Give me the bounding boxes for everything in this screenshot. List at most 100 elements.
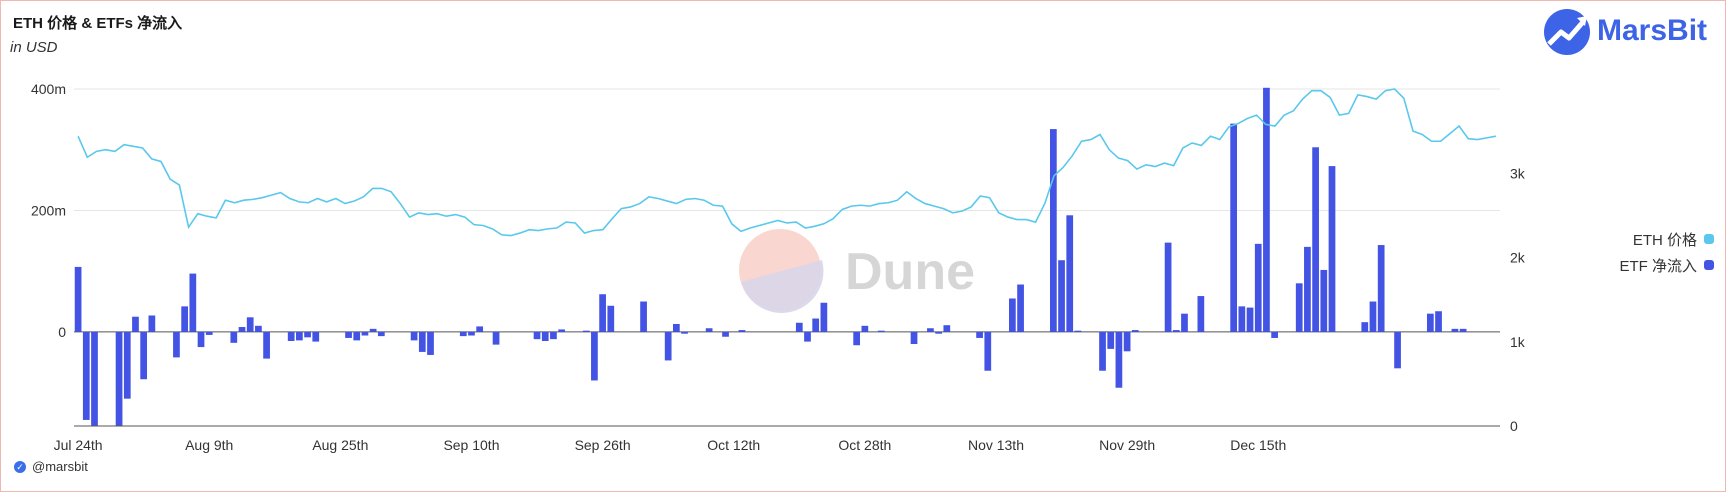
etf-inflow-bar[interactable]: [1017, 284, 1024, 332]
etf-inflow-bar[interactable]: [361, 331, 369, 336]
etf-inflow-bar[interactable]: [1246, 307, 1254, 332]
etf-inflow-bar[interactable]: [410, 331, 418, 341]
etf-inflow-bar[interactable]: [935, 331, 942, 334]
etf-inflow-bar[interactable]: [1066, 215, 1074, 332]
etf-inflow-bar[interactable]: [943, 325, 951, 332]
etf-inflow-bar[interactable]: [705, 328, 713, 332]
legend-item-eth-price[interactable]: ETH 价格: [1620, 226, 1714, 252]
etf-inflow-bar[interactable]: [427, 331, 434, 355]
legend-item-etf-inflow[interactable]: ETF 净流入: [1620, 252, 1714, 278]
etf-inflow-bar[interactable]: [1328, 166, 1336, 332]
etf-inflow-bar[interactable]: [1435, 311, 1442, 332]
etf-inflow-bar[interactable]: [1131, 330, 1139, 332]
etf-inflow-bar[interactable]: [1230, 123, 1238, 332]
etf-inflow-bar[interactable]: [255, 325, 262, 332]
etf-inflow-bar[interactable]: [1099, 331, 1106, 371]
etf-inflow-bar[interactable]: [1172, 330, 1180, 332]
etf-inflow-bar[interactable]: [804, 331, 811, 342]
etf-inflow-bar[interactable]: [1238, 306, 1246, 332]
etf-inflow-bar[interactable]: [738, 330, 746, 332]
etf-inflow-bar[interactable]: [418, 331, 426, 352]
etf-inflow-bar[interactable]: [533, 331, 541, 340]
etf-inflow-bar[interactable]: [82, 331, 90, 420]
etf-inflow-bar[interactable]: [287, 331, 295, 341]
etf-inflow-bar[interactable]: [1123, 331, 1131, 352]
etf-inflow-bar[interactable]: [353, 331, 361, 341]
etf-inflow-bar[interactable]: [132, 316, 139, 332]
etf-inflow-bar[interactable]: [1377, 245, 1385, 332]
etf-inflow-bar[interactable]: [312, 331, 320, 342]
etf-inflow-bar[interactable]: [205, 331, 213, 335]
etf-inflow-bar[interactable]: [607, 305, 615, 332]
etf-inflow-bar[interactable]: [599, 294, 606, 332]
etf-inflow-bar[interactable]: [246, 317, 254, 332]
etf-inflow-bar[interactable]: [492, 331, 500, 345]
etf-inflow-bar[interactable]: [795, 322, 803, 332]
etf-inflow-bar[interactable]: [304, 331, 311, 338]
etf-inflow-bar[interactable]: [1451, 328, 1459, 332]
etf-inflow-bar[interactable]: [820, 302, 828, 332]
etf-inflow-bar[interactable]: [877, 330, 885, 332]
etf-inflow-bar[interactable]: [263, 331, 270, 359]
etf-inflow-bar[interactable]: [1009, 298, 1016, 332]
etf-inflow-bar[interactable]: [664, 331, 672, 361]
etf-inflow-bar[interactable]: [74, 266, 82, 332]
etf-inflow-bar[interactable]: [1181, 313, 1188, 332]
etf-inflow-bar[interactable]: [1271, 331, 1278, 338]
etf-inflow-bar[interactable]: [640, 301, 647, 332]
etf-inflow-bar[interactable]: [582, 330, 590, 332]
etf-inflow-bar[interactable]: [1394, 331, 1401, 369]
etf-inflow-bar[interactable]: [296, 331, 303, 341]
etf-inflow-bar[interactable]: [115, 331, 123, 426]
verified-check-icon: ✓: [14, 460, 26, 473]
etf-inflow-bar[interactable]: [861, 325, 869, 332]
etf-inflow-bar[interactable]: [1304, 246, 1311, 332]
etf-inflow-bar[interactable]: [1197, 296, 1205, 332]
etf-inflow-bar[interactable]: [976, 331, 983, 338]
etf-inflow-bar[interactable]: [238, 327, 246, 332]
etf-inflow-bar[interactable]: [550, 331, 557, 340]
etf-inflow-bar[interactable]: [1049, 129, 1057, 332]
etf-inflow-bar[interactable]: [230, 331, 238, 343]
etf-inflow-bar[interactable]: [1074, 330, 1082, 332]
etf-inflow-bar[interactable]: [541, 331, 549, 341]
etf-inflow-bar[interactable]: [91, 331, 98, 426]
etf-inflow-bar[interactable]: [853, 331, 861, 346]
etf-inflow-bar[interactable]: [558, 329, 565, 332]
etf-inflow-bar[interactable]: [1361, 322, 1369, 332]
etf-inflow-bar[interactable]: [673, 323, 680, 332]
etf-inflow-bar[interactable]: [1263, 87, 1270, 332]
etf-inflow-bar[interactable]: [140, 331, 148, 380]
etf-inflow-bar[interactable]: [468, 331, 475, 336]
etf-inflow-bar[interactable]: [148, 315, 156, 332]
etf-inflow-bar[interactable]: [1459, 328, 1467, 332]
etf-inflow-bar[interactable]: [927, 328, 934, 332]
etf-inflow-bar[interactable]: [189, 273, 197, 332]
etf-inflow-bar[interactable]: [910, 331, 918, 345]
etf-inflow-bar[interactable]: [197, 331, 205, 348]
etf-inflow-bar[interactable]: [377, 331, 385, 337]
etf-inflow-bar[interactable]: [369, 328, 377, 332]
etf-inflow-bar[interactable]: [1426, 313, 1434, 332]
etf-inflow-bar[interactable]: [476, 326, 484, 332]
etf-inflow-bar[interactable]: [459, 331, 467, 337]
etf-inflow-bar[interactable]: [1115, 331, 1123, 388]
etf-inflow-bar[interactable]: [181, 306, 188, 332]
etf-inflow-bar[interactable]: [1164, 242, 1172, 332]
etf-inflow-bar[interactable]: [812, 318, 820, 332]
etf-inflow-bar[interactable]: [1107, 331, 1115, 349]
chart-legend: ETH 价格 ETF 净流入: [1620, 226, 1714, 278]
etf-inflow-bar[interactable]: [591, 331, 598, 381]
etf-inflow-bar[interactable]: [1058, 260, 1065, 332]
etf-inflow-bar[interactable]: [1312, 147, 1319, 332]
etf-inflow-bar[interactable]: [1320, 269, 1328, 332]
etf-inflow-bar[interactable]: [123, 331, 131, 399]
etf-inflow-bar[interactable]: [173, 331, 180, 358]
etf-inflow-bar[interactable]: [984, 331, 992, 371]
etf-inflow-bar[interactable]: [345, 331, 352, 338]
etf-inflow-bar[interactable]: [1369, 301, 1377, 332]
etf-inflow-bar[interactable]: [722, 331, 729, 337]
etf-inflow-bar[interactable]: [681, 331, 688, 334]
etf-inflow-bar[interactable]: [1295, 283, 1303, 332]
etf-inflow-bar[interactable]: [1254, 243, 1262, 332]
